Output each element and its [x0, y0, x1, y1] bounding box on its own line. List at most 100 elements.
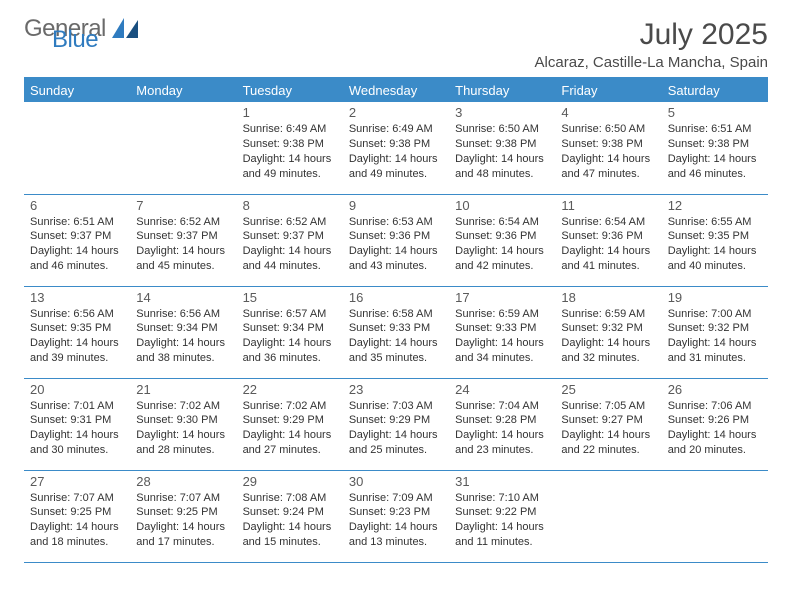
day-number: 13: [30, 290, 124, 305]
day-number: 14: [136, 290, 230, 305]
day-number: 25: [561, 382, 655, 397]
daylight-text: and 30 minutes.: [30, 443, 124, 458]
sunrise-text: Sunrise: 6:56 AM: [30, 307, 124, 322]
calendar-day-cell: 17Sunrise: 6:59 AMSunset: 9:33 PMDayligh…: [449, 286, 555, 378]
daylight-text: and 44 minutes.: [243, 259, 337, 274]
calendar-day-cell: 28Sunrise: 7:07 AMSunset: 9:25 PMDayligh…: [130, 470, 236, 562]
daylight-text: Daylight: 14 hours: [455, 152, 549, 167]
sunset-text: Sunset: 9:30 PM: [136, 413, 230, 428]
calendar-day-cell: 10Sunrise: 6:54 AMSunset: 9:36 PMDayligh…: [449, 194, 555, 286]
daylight-text: Daylight: 14 hours: [243, 152, 337, 167]
day-number: 8: [243, 198, 337, 213]
daylight-text: and 42 minutes.: [455, 259, 549, 274]
daylight-text: Daylight: 14 hours: [455, 520, 549, 535]
daylight-text: Daylight: 14 hours: [668, 428, 762, 443]
logo-sail-icon: [112, 18, 138, 41]
sunrise-text: Sunrise: 6:49 AM: [349, 122, 443, 137]
daylight-text: Daylight: 14 hours: [243, 336, 337, 351]
calendar-day-cell: 22Sunrise: 7:02 AMSunset: 9:29 PMDayligh…: [237, 378, 343, 470]
sunrise-text: Sunrise: 7:10 AM: [455, 491, 549, 506]
sunset-text: Sunset: 9:38 PM: [668, 137, 762, 152]
sunset-text: Sunset: 9:37 PM: [30, 229, 124, 244]
day-number: 28: [136, 474, 230, 489]
calendar-day-cell: 19Sunrise: 7:00 AMSunset: 9:32 PMDayligh…: [662, 286, 768, 378]
calendar-day-cell: [555, 470, 661, 562]
sunrise-text: Sunrise: 7:09 AM: [349, 491, 443, 506]
day-number: 22: [243, 382, 337, 397]
daylight-text: Daylight: 14 hours: [349, 152, 443, 167]
day-number: 5: [668, 105, 762, 120]
sunset-text: Sunset: 9:29 PM: [243, 413, 337, 428]
sunrise-text: Sunrise: 6:49 AM: [243, 122, 337, 137]
calendar-day-cell: 4Sunrise: 6:50 AMSunset: 9:38 PMDaylight…: [555, 102, 661, 194]
sunrise-text: Sunrise: 7:00 AM: [668, 307, 762, 322]
location-subtitle: Alcaraz, Castille-La Mancha, Spain: [535, 54, 768, 71]
daylight-text: and 13 minutes.: [349, 535, 443, 550]
sunrise-text: Sunrise: 7:05 AM: [561, 399, 655, 414]
sunrise-text: Sunrise: 6:52 AM: [243, 215, 337, 230]
sunrise-text: Sunrise: 7:03 AM: [349, 399, 443, 414]
sunrise-text: Sunrise: 6:58 AM: [349, 307, 443, 322]
day-number: 2: [349, 105, 443, 120]
daylight-text: and 22 minutes.: [561, 443, 655, 458]
day-number: 23: [349, 382, 443, 397]
sunset-text: Sunset: 9:31 PM: [30, 413, 124, 428]
sunrise-text: Sunrise: 6:59 AM: [561, 307, 655, 322]
daylight-text: Daylight: 14 hours: [243, 244, 337, 259]
daylight-text: Daylight: 14 hours: [455, 336, 549, 351]
daylight-text: and 15 minutes.: [243, 535, 337, 550]
daylight-text: Daylight: 14 hours: [349, 336, 443, 351]
daylight-text: Daylight: 14 hours: [561, 152, 655, 167]
calendar-day-cell: 15Sunrise: 6:57 AMSunset: 9:34 PMDayligh…: [237, 286, 343, 378]
sunset-text: Sunset: 9:38 PM: [455, 137, 549, 152]
day-number: 30: [349, 474, 443, 489]
calendar-table: SundayMondayTuesdayWednesdayThursdayFrid…: [24, 79, 768, 563]
day-number: 21: [136, 382, 230, 397]
weekday-header: Monday: [130, 79, 236, 102]
daylight-text: Daylight: 14 hours: [455, 244, 549, 259]
daylight-text: Daylight: 14 hours: [30, 520, 124, 535]
day-number: 26: [668, 382, 762, 397]
day-number: 11: [561, 198, 655, 213]
daylight-text: Daylight: 14 hours: [243, 520, 337, 535]
calendar-day-cell: 30Sunrise: 7:09 AMSunset: 9:23 PMDayligh…: [343, 470, 449, 562]
sunrise-text: Sunrise: 7:07 AM: [136, 491, 230, 506]
calendar-day-cell: 5Sunrise: 6:51 AMSunset: 9:38 PMDaylight…: [662, 102, 768, 194]
daylight-text: and 18 minutes.: [30, 535, 124, 550]
weekday-header-row: SundayMondayTuesdayWednesdayThursdayFrid…: [24, 79, 768, 102]
sunset-text: Sunset: 9:27 PM: [561, 413, 655, 428]
calendar-day-cell: 14Sunrise: 6:56 AMSunset: 9:34 PMDayligh…: [130, 286, 236, 378]
sunset-text: Sunset: 9:34 PM: [136, 321, 230, 336]
calendar-day-cell: 16Sunrise: 6:58 AMSunset: 9:33 PMDayligh…: [343, 286, 449, 378]
day-number: 12: [668, 198, 762, 213]
sunset-text: Sunset: 9:33 PM: [349, 321, 443, 336]
daylight-text: Daylight: 14 hours: [136, 520, 230, 535]
daylight-text: Daylight: 14 hours: [561, 244, 655, 259]
calendar-week-row: 1Sunrise: 6:49 AMSunset: 9:38 PMDaylight…: [24, 102, 768, 194]
daylight-text: Daylight: 14 hours: [30, 428, 124, 443]
calendar-day-cell: 8Sunrise: 6:52 AMSunset: 9:37 PMDaylight…: [237, 194, 343, 286]
daylight-text: and 40 minutes.: [668, 259, 762, 274]
calendar-day-cell: 23Sunrise: 7:03 AMSunset: 9:29 PMDayligh…: [343, 378, 449, 470]
calendar-day-cell: 24Sunrise: 7:04 AMSunset: 9:28 PMDayligh…: [449, 378, 555, 470]
calendar-day-cell: 2 Sunrise: 6:49 AMSunset: 9:38 PMDaylight…: [343, 102, 449, 194]
daylight-text: and 46 minutes.: [668, 167, 762, 182]
daylight-text: and 49 minutes.: [243, 167, 337, 182]
calendar-day-cell: 9Sunrise: 6:53 AMSunset: 9:36 PMDaylight…: [343, 194, 449, 286]
daylight-text: and 41 minutes.: [561, 259, 655, 274]
sunset-text: Sunset: 9:26 PM: [668, 413, 762, 428]
sunset-text: Sunset: 9:38 PM: [349, 137, 443, 152]
calendar-day-cell: 31Sunrise: 7:10 AMSunset: 9:22 PMDayligh…: [449, 470, 555, 562]
calendar-day-cell: 12Sunrise: 6:55 AMSunset: 9:35 PMDayligh…: [662, 194, 768, 286]
page-title: July 2025: [535, 18, 768, 52]
calendar-day-cell: 29Sunrise: 7:08 AMSunset: 9:24 PMDayligh…: [237, 470, 343, 562]
daylight-text: Daylight: 14 hours: [136, 336, 230, 351]
sunrise-text: Sunrise: 7:06 AM: [668, 399, 762, 414]
daylight-text: Daylight: 14 hours: [455, 428, 549, 443]
daylight-text: Daylight: 14 hours: [349, 428, 443, 443]
daylight-text: and 28 minutes.: [136, 443, 230, 458]
daylight-text: Daylight: 14 hours: [30, 336, 124, 351]
sunset-text: Sunset: 9:38 PM: [243, 137, 337, 152]
weekday-header: Tuesday: [237, 79, 343, 102]
daylight-text: and 35 minutes.: [349, 351, 443, 366]
